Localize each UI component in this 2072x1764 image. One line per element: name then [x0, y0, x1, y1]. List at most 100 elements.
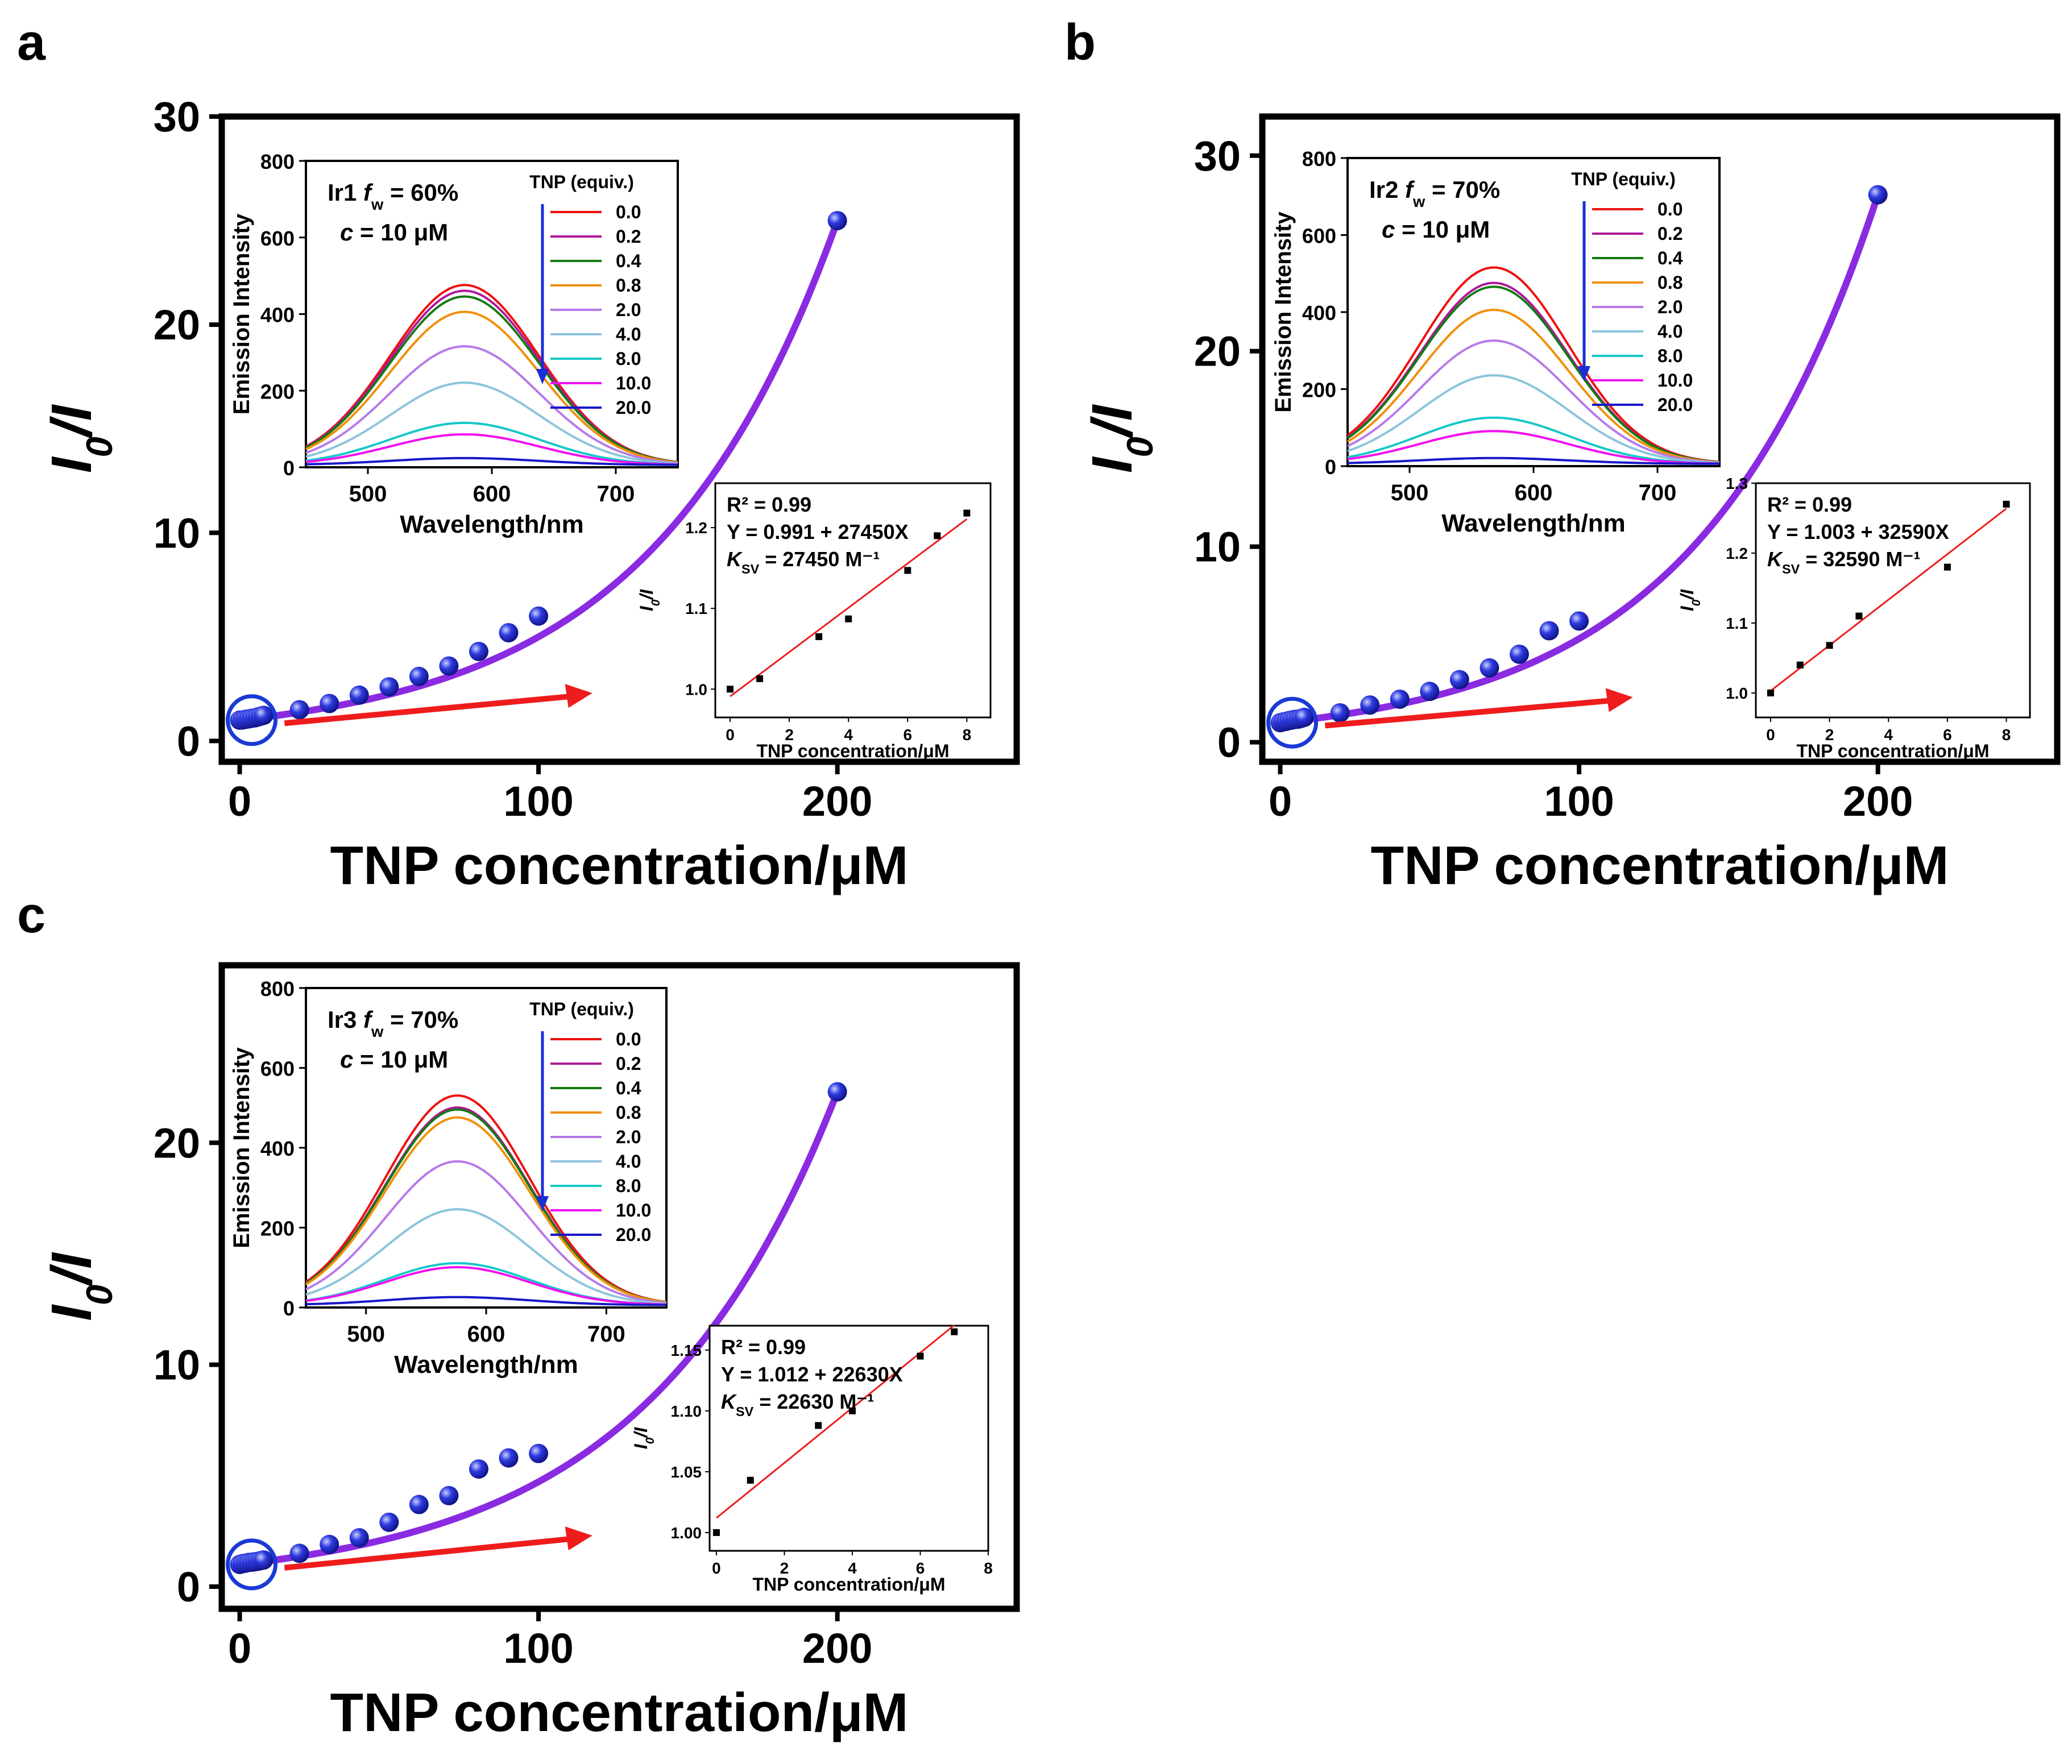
data-point [1480, 658, 1499, 678]
legend-label: 10.0 [616, 1200, 651, 1221]
spectrum-curve [1347, 430, 1720, 465]
spectrum-curve [305, 310, 678, 464]
inset-complex-label-part-2: w [371, 1023, 384, 1040]
inset-fit-y-axis-label-part-0: I [631, 1443, 651, 1449]
inset-spectra: 500 600 700 0 200 400 600 800 Wavelength/nm Emiss… [229, 977, 668, 1379]
legend-label: 0.2 [616, 1053, 641, 1074]
trend-arrow-head [565, 1526, 592, 1551]
inset-y-tick-label: 600 [1302, 225, 1336, 248]
inset-fit-y-tick-label: 1.00 [671, 1524, 702, 1542]
data-point [439, 656, 459, 676]
spectrum-curve [305, 295, 678, 464]
inset-y-tick-label: 600 [260, 227, 295, 250]
inset-fit-y-axis-label-part-0: I [1677, 605, 1697, 611]
highlight-circle [226, 694, 278, 746]
data-point [254, 1550, 273, 1570]
inset-fit-x-tick-label: 2 [785, 726, 794, 744]
inset-fit-y-axis-label-part-2: /I [636, 589, 657, 601]
x-tick-label: 100 [503, 1625, 573, 1672]
inset-fit-point [904, 567, 911, 574]
spectrum-curve [1347, 416, 1720, 465]
inset-fit-point [1855, 612, 1863, 620]
legend-label: 8.0 [616, 1176, 641, 1196]
x-axis-label: TNP concentration/μM [330, 835, 908, 896]
y-tick-label: 0 [177, 717, 200, 765]
inset-complex-label: Ir1 fw = 60% [328, 179, 458, 213]
spectrum-curve [1346, 266, 1720, 463]
inset-fit-x-tick-label: 6 [903, 726, 912, 744]
inset-fit-frame [708, 1325, 989, 1552]
inset-fit-y-tick-label: 1.0 [1726, 684, 1748, 702]
spectrum-curve [1346, 309, 1720, 464]
inset-fit-y-tick-label: 1.1 [685, 600, 707, 617]
panel-label: c [17, 887, 45, 944]
inset-x-tick-label: 500 [349, 482, 387, 507]
y-axis-label-part-2: /I [40, 404, 103, 439]
spectrum-curve [1347, 374, 1720, 464]
data-point [1449, 670, 1469, 690]
panel-label: a [17, 14, 46, 71]
x-tick-label: 200 [802, 1625, 872, 1672]
inset-fit-point [815, 633, 823, 640]
y-tick-label: 10 [154, 509, 200, 557]
inset-x-tick-label: 600 [467, 1322, 505, 1347]
inset-fit-ksv-part-1: SV [741, 562, 760, 576]
data-point [320, 1534, 339, 1554]
spectrum-curve [1346, 285, 1720, 463]
inset-complex-label: Ir3 fw = 70% [328, 1006, 458, 1040]
legend-label: 2.0 [1657, 297, 1683, 317]
data-point [1539, 621, 1559, 641]
legend-label: 0.0 [616, 202, 641, 222]
y-tick-label: 10 [154, 1342, 200, 1389]
inset-fit-line [1770, 508, 2007, 692]
inset-fit-frame [714, 482, 992, 719]
inset-fit-equation: Y = 1.003 + 32590X [1767, 520, 1949, 543]
data-point [289, 700, 309, 720]
data-point [827, 211, 847, 231]
spectrum-curve [305, 1266, 667, 1306]
plot-frame [218, 113, 1020, 765]
spectrum-curve [305, 1094, 667, 1304]
inset-fit-point [712, 1529, 720, 1536]
x-tick-label: 100 [503, 778, 573, 825]
legend-label: 20.0 [616, 397, 651, 418]
data-point [499, 1448, 519, 1468]
inset-x-tick-label: 600 [473, 482, 511, 507]
inset-fit-point [1767, 689, 1774, 696]
legend-label: 0.8 [616, 1102, 641, 1123]
inset-y-tick-label: 200 [260, 380, 295, 403]
inset-fit-x-tick-label: 0 [1766, 726, 1775, 744]
inset-fit-frame [1755, 482, 2031, 719]
trend-arrow [284, 1536, 570, 1571]
x-tick-label: 0 [1269, 778, 1292, 825]
inset-y-tick-label: 200 [1302, 379, 1336, 402]
inset-complex-label-part-2: w [1412, 193, 1425, 210]
inset-fit-y-axis-label-part-1: 0 [649, 599, 662, 606]
inset-fit-x-tick-label: 4 [1884, 726, 1893, 744]
inset-conc-label-part-0: c [340, 1046, 353, 1073]
data-point [529, 606, 549, 626]
inset-complex-label-part-1: f [363, 179, 374, 206]
inset-x-axis-label: Wavelength/nm [394, 1351, 578, 1379]
inset-fit-point [1796, 661, 1804, 669]
inset-fit-ksv: KSV = 32590 M⁻¹ [1767, 547, 1920, 576]
x-axis-label: TNP concentration/μM [330, 1682, 908, 1743]
spectrum-curve [305, 421, 678, 466]
inset-y-axis-label: Emission Intensity [229, 213, 254, 414]
inset-y-tick-label: 0 [283, 456, 295, 480]
inset-fit-y-axis-label-part-2: /I [631, 1427, 651, 1439]
inset-conc-label-part-1: = 10 μM [353, 219, 448, 246]
x-tick-label: 200 [1843, 778, 1913, 825]
inset-fit-y-tick-label: 1.0 [685, 680, 707, 698]
inset-conc-label-part-1: = 10 μM [1395, 216, 1490, 243]
legend-label: 20.0 [1657, 395, 1693, 415]
legend-arrow-head [1578, 366, 1590, 381]
inset-fit-x-axis-label: TNP concentration/μM [1796, 741, 1989, 761]
inset-fit-x-tick-label: 4 [848, 1559, 857, 1577]
legend-label: 10.0 [616, 373, 651, 393]
inset-fit-ksv-part-0: K [721, 1390, 737, 1413]
highlight-circle [1266, 696, 1319, 749]
inset-fit-point [1826, 642, 1833, 649]
legend-label: 4.0 [1657, 321, 1683, 342]
legend-title: TNP (equiv.) [529, 999, 634, 1019]
